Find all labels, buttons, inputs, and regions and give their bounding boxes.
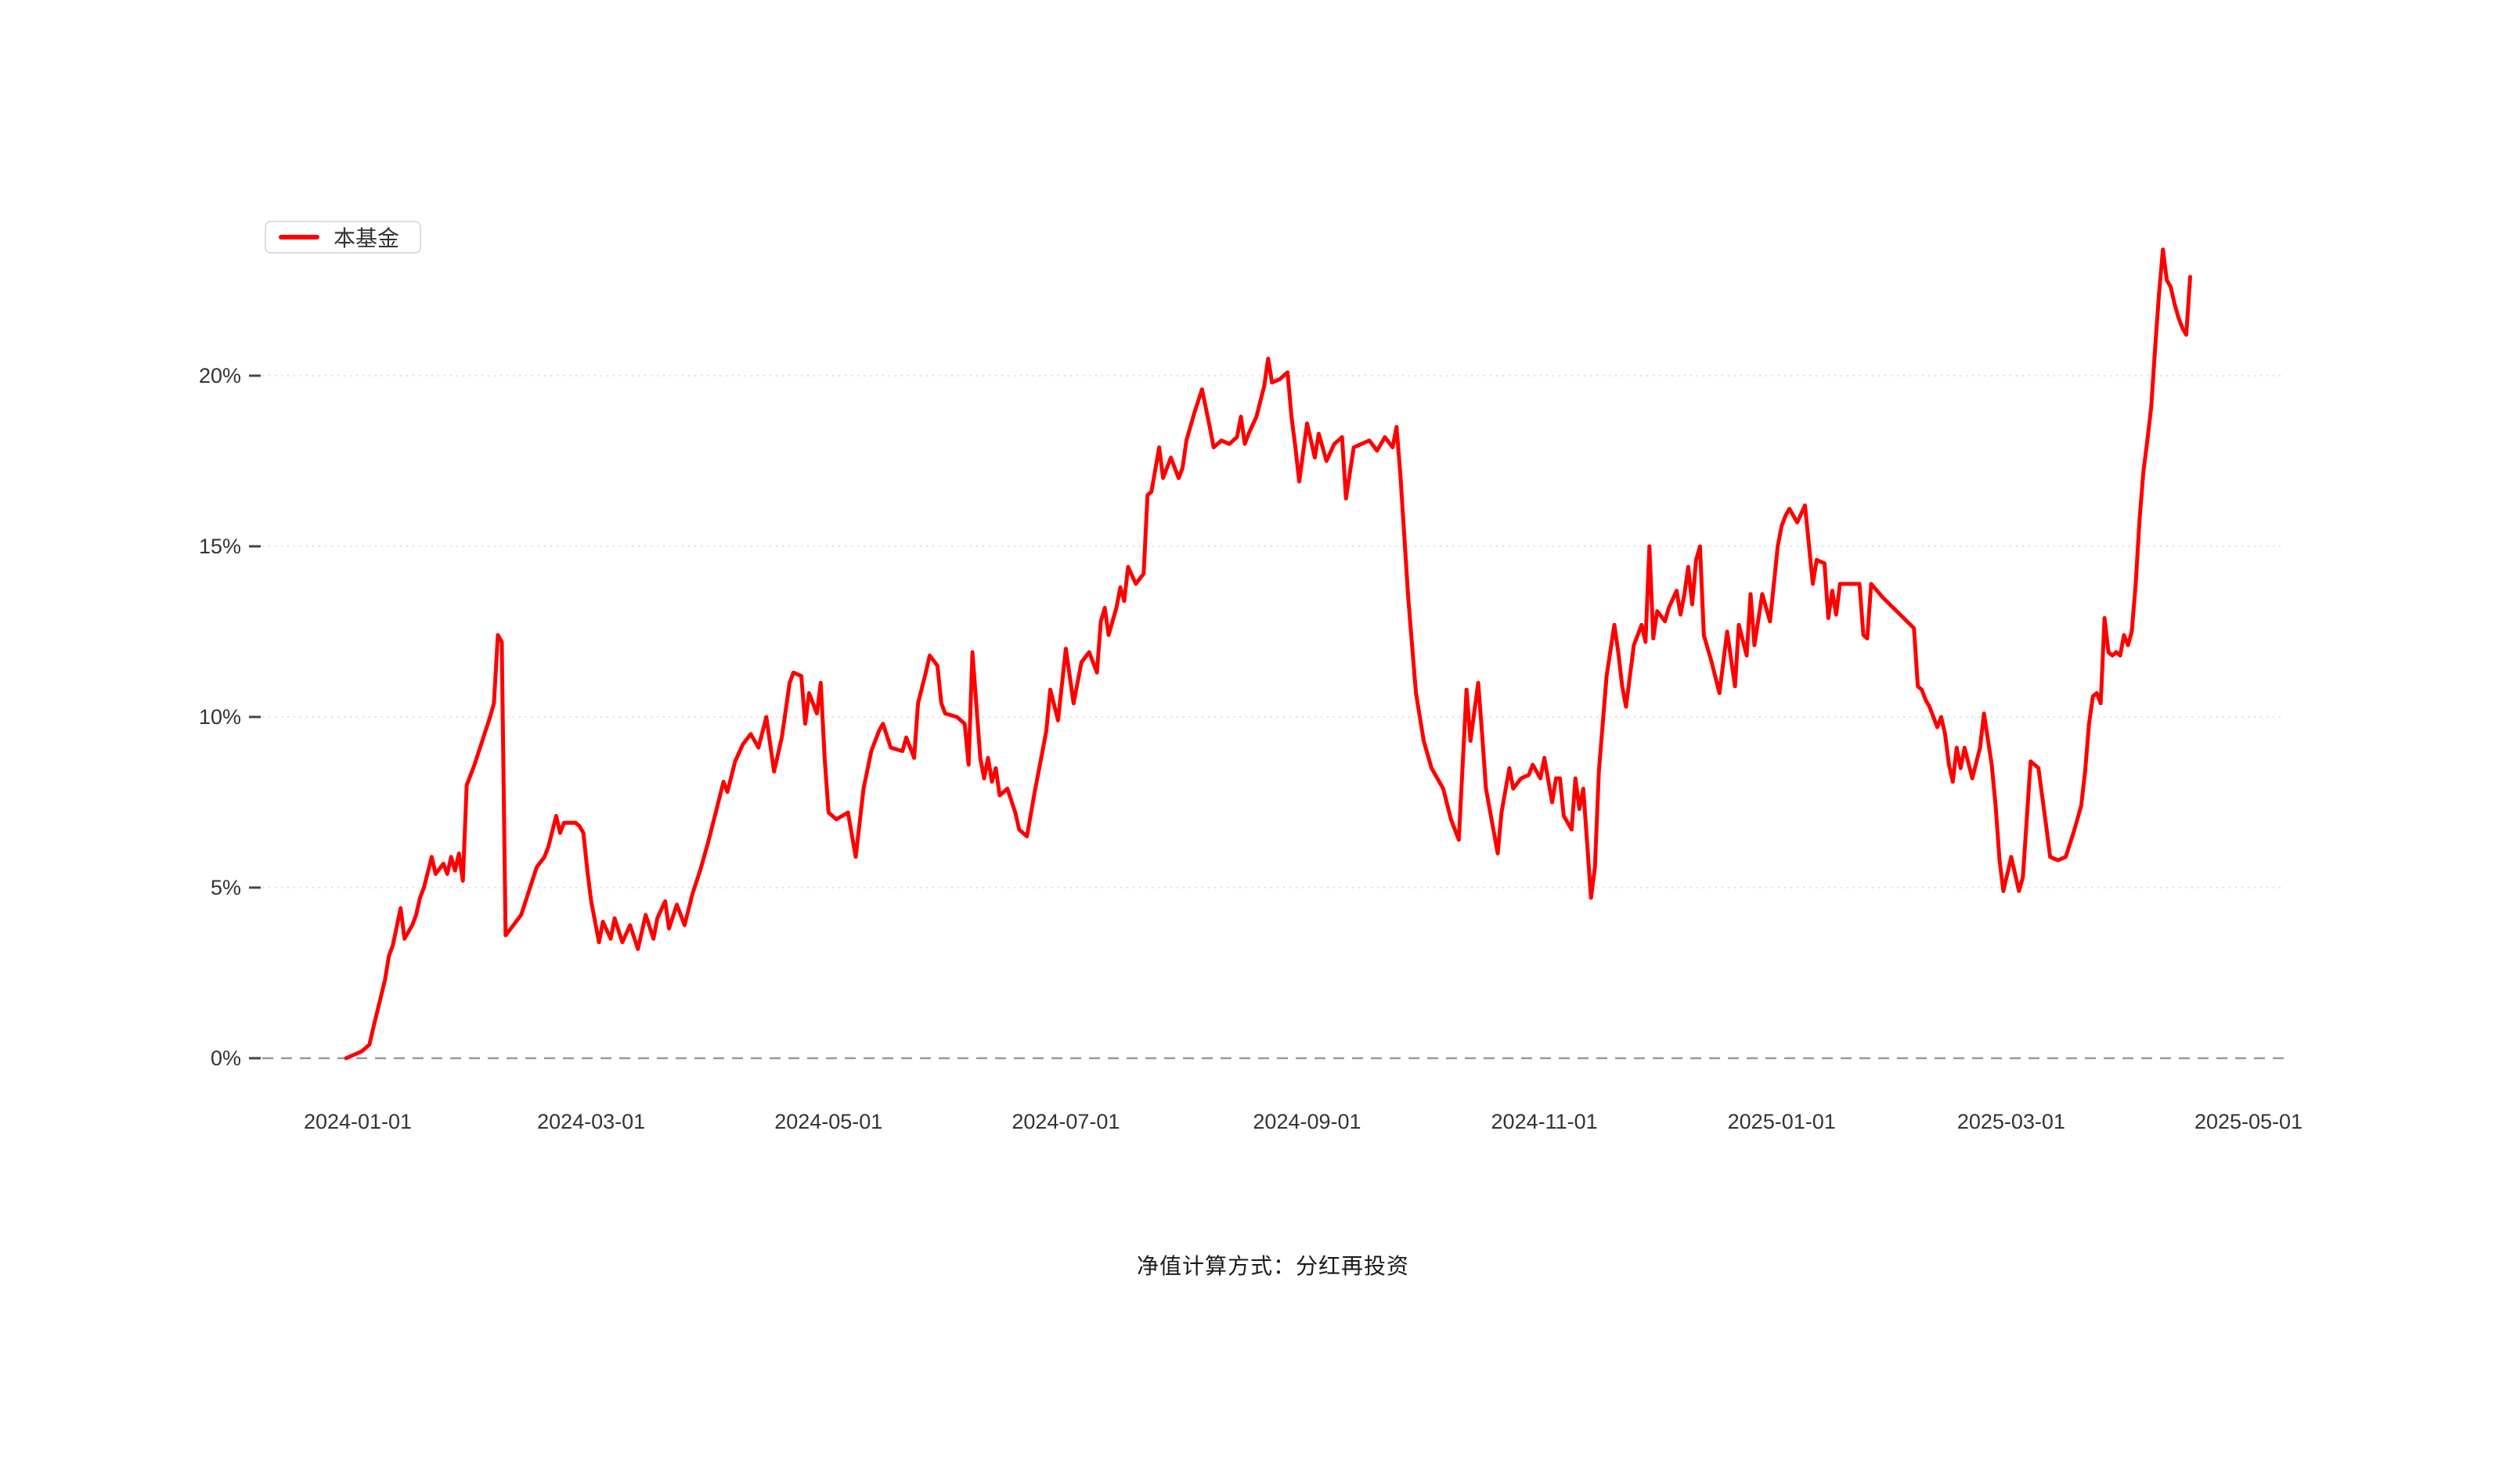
x-axis-label-7: 2025-03-01: [1957, 1110, 2065, 1133]
legend-line-swatch: [279, 235, 319, 240]
x-axis-label-2: 2024-05-01: [774, 1110, 882, 1133]
x-axis-label-4: 2024-09-01: [1253, 1110, 1361, 1133]
x-axis-label-0: 2024-01-01: [304, 1110, 412, 1133]
x-axis-label-5: 2024-11-01: [1491, 1110, 1598, 1133]
series-line-本基金: [344, 247, 2192, 1061]
y-axis-label-3: 15%: [199, 535, 241, 558]
y-axis-label-2: 10%: [199, 705, 241, 729]
legend-item-fund[interactable]: 本基金: [265, 221, 422, 254]
legend-label: 本基金: [334, 226, 400, 250]
x-axis-label-6: 2025-01-01: [1728, 1110, 1836, 1133]
y-axis-label-0: 0%: [211, 1046, 241, 1070]
x-axis-label-8: 2025-05-01: [2194, 1110, 2303, 1133]
y-axis-label-1: 5%: [211, 876, 241, 899]
y-axis-label-4: 20%: [199, 364, 241, 387]
nav-calculation-footnote: 净值计算方式：分红再投资: [1136, 1254, 1409, 1278]
x-axis-label-1: 2024-03-01: [537, 1110, 645, 1133]
x-axis-label-3: 2024-07-01: [1012, 1110, 1120, 1133]
